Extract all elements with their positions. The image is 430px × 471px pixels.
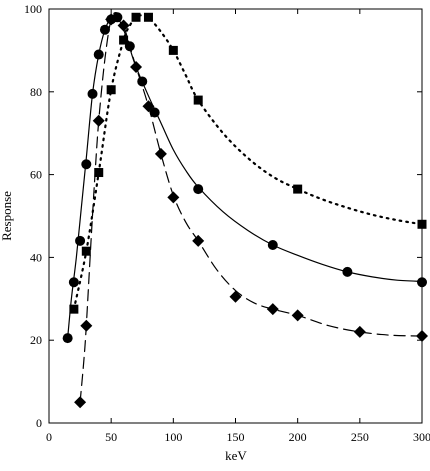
y-tick-label: 0 (36, 416, 42, 430)
y-tick-label: 100 (24, 2, 42, 16)
circle-marker (87, 88, 98, 99)
circle-marker (137, 76, 148, 87)
y-tick-label: 80 (30, 85, 42, 99)
square-marker (293, 184, 303, 194)
diamond-marker (154, 147, 167, 160)
circle-marker (68, 277, 79, 288)
x-tick-label: 300 (413, 430, 430, 444)
diamond-marker (92, 114, 105, 127)
x-tick-label: 0 (46, 430, 52, 444)
diamond-marker (105, 13, 118, 26)
circle-marker (417, 277, 427, 288)
square-marker (131, 12, 141, 22)
y-tick-label: 60 (30, 168, 42, 182)
x-axis-label: keV (225, 448, 247, 463)
series-square-curve (72, 14, 424, 311)
circle-marker (81, 159, 92, 170)
diamond-marker (117, 19, 130, 32)
square-marker (168, 45, 178, 55)
diamond-marker (130, 60, 143, 73)
y-axis-label: Response (0, 191, 14, 241)
square-marker (106, 85, 116, 95)
diamond-marker (266, 303, 279, 316)
square-marker (94, 168, 104, 178)
circle-marker (267, 239, 278, 250)
x-tick-label: 150 (227, 430, 245, 444)
square-marker (193, 95, 203, 105)
plot-frame (48, 8, 423, 424)
circle-marker (93, 49, 104, 60)
series-curves (67, 12, 424, 403)
x-tick-label: 50 (105, 430, 117, 444)
diamond-marker (142, 100, 155, 113)
circle-marker (342, 266, 353, 277)
diamond-marker (167, 191, 180, 204)
diamond-marker (74, 396, 87, 409)
diamond-marker (229, 290, 242, 303)
x-tick-label: 250 (351, 430, 369, 444)
circle-marker (62, 333, 73, 344)
diamond-marker (416, 330, 428, 343)
circle-marker (75, 235, 86, 246)
series-diamond-curve (79, 12, 423, 403)
diamond-marker (353, 325, 366, 338)
square-marker (417, 219, 427, 229)
axis-labels: keV Response (0, 191, 247, 463)
axes: 0 50 100 150 200 250 300 0 20 40 60 80 100 (24, 2, 430, 444)
square-marker (81, 246, 91, 256)
square-marker (143, 12, 153, 22)
series-markers (62, 12, 428, 409)
y-tick-label: 40 (30, 250, 42, 264)
circle-marker (149, 107, 160, 118)
diamond-marker (192, 234, 205, 247)
square-marker (119, 35, 129, 45)
x-tick-label: 200 (289, 430, 307, 444)
y-tick-label: 20 (30, 333, 42, 347)
diamond-marker (80, 319, 93, 332)
circle-marker (99, 24, 110, 35)
series-circle-curve (67, 15, 423, 339)
square-marker (69, 304, 79, 314)
diamond-marker (291, 309, 304, 322)
x-tick-label: 100 (164, 430, 182, 444)
circle-marker (193, 184, 204, 195)
